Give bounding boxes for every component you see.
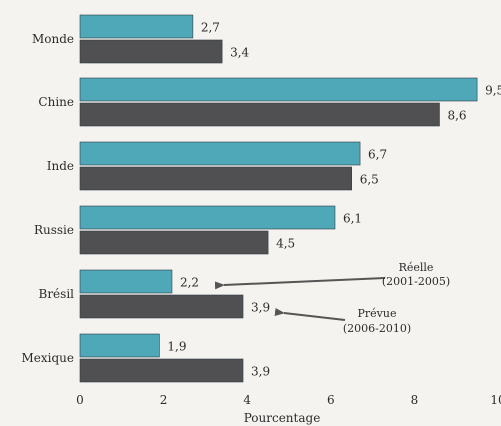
data-label-prevue-chine: 8,6 — [447, 109, 466, 123]
data-label-prevue-monde: 3,4 — [230, 46, 249, 60]
category-labels: Monde Chine Inde Russie Brésil Mexique — [21, 32, 74, 365]
x-tick-2: 2 — [160, 393, 168, 407]
category-label-bresil: Brésil — [39, 287, 75, 301]
data-label-reelle-bresil: 2,2 — [180, 276, 199, 290]
data-label-prevue-bresil: 3,9 — [251, 301, 270, 315]
data-label-prevue-inde: 6,5 — [360, 173, 379, 187]
legend-label-prevue-period: (2006-2010) — [343, 322, 411, 335]
bar-reelle-bresil — [79, 269, 173, 294]
data-label-prevue-russie: 4,5 — [276, 237, 295, 251]
bar-reelle-monde — [79, 14, 194, 39]
legend-label-prevue: Prévue — [358, 307, 397, 320]
bar-prevue-bresil — [79, 294, 244, 319]
bar-prevue-inde — [79, 166, 353, 191]
legend-label-reelle-period: (2001-2005) — [382, 275, 450, 288]
x-tick-labels: 0 2 4 6 8 10 — [76, 393, 501, 407]
bar-prevue-monde — [79, 39, 223, 64]
bar-prevue-mexique — [79, 358, 244, 383]
category-label-monde: Monde — [32, 32, 74, 46]
bar-prevue-chine — [79, 102, 440, 127]
data-label-reelle-chine: 9,5 — [485, 84, 501, 98]
legend-annotations: Réelle (2001-2005) Prévue (2006-2010) — [214, 261, 450, 335]
x-tick-0: 0 — [76, 393, 84, 407]
legend-arrow-prevue — [274, 308, 346, 321]
x-tick-8: 8 — [411, 393, 419, 407]
category-label-mexique: Mexique — [21, 351, 74, 365]
data-label-reelle-mexique: 1,9 — [167, 340, 186, 354]
data-label-reelle-inde: 6,7 — [368, 148, 387, 162]
legend-label-reelle: Réelle — [399, 261, 434, 274]
x-tick-4: 4 — [243, 393, 251, 407]
data-label-prevue-mexique: 3,9 — [251, 365, 270, 379]
data-label-reelle-monde: 2,7 — [201, 21, 220, 35]
bars-layer: 2,7 3,4 9,5 8,6 6,7 6,5 6,1 4,5 2,2 3,9 1,9 3,9 — [79, 14, 501, 383]
data-label-reelle-russie: 6,1 — [343, 212, 362, 226]
bar-reelle-inde — [79, 141, 361, 166]
x-axis-label: Pourcentage — [244, 411, 321, 425]
legend-arrow-reelle — [214, 277, 386, 290]
category-label-inde: Inde — [47, 159, 74, 173]
category-label-russie: Russie — [34, 223, 74, 237]
bar-reelle-russie — [79, 205, 336, 230]
bar-prevue-russie — [79, 230, 269, 255]
category-label-chine: Chine — [38, 95, 74, 109]
bar-reelle-chine — [79, 77, 478, 102]
x-tick-10: 10 — [490, 393, 501, 407]
bar-reelle-mexique — [79, 333, 160, 358]
x-tick-6: 6 — [327, 393, 335, 407]
